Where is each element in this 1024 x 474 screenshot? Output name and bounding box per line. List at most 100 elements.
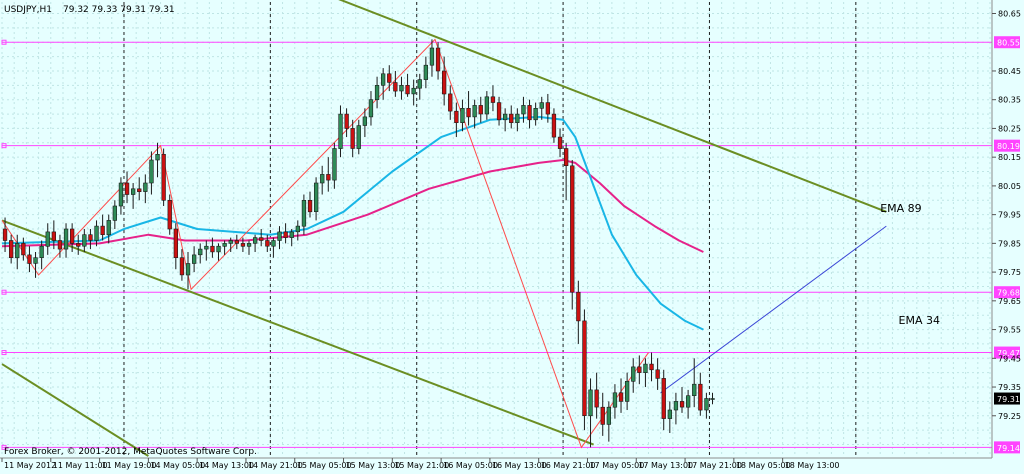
x-tick-label: 16 May 21:00 bbox=[541, 461, 596, 470]
ema-lines bbox=[1, 115, 704, 331]
candle-body bbox=[179, 257, 185, 276]
candle-body bbox=[649, 363, 654, 371]
candle-body bbox=[338, 113, 343, 149]
x-tick-label: 17 May 13:00 bbox=[638, 461, 693, 470]
candle-body bbox=[368, 99, 374, 118]
x-tick-label: 14 May 21:00 bbox=[248, 461, 303, 470]
level-price-label: 79.68 bbox=[997, 289, 1020, 298]
candle-body bbox=[82, 234, 87, 247]
candle-body bbox=[112, 205, 118, 221]
x-tick-label: 16 May 05:00 bbox=[443, 461, 498, 470]
level-price-tag bbox=[994, 346, 1020, 359]
candle-body bbox=[155, 154, 160, 161]
candle-body bbox=[423, 64, 429, 80]
x-tick-label: 16 May 13:00 bbox=[492, 461, 547, 470]
candle-body bbox=[563, 148, 569, 167]
candle-body bbox=[380, 73, 386, 86]
candle-body bbox=[301, 200, 307, 227]
candle-body bbox=[161, 154, 166, 201]
price-scale[interactable]: 80.55 80.19 79.68 79.47 79.14 80.65 80.45 80.35… bbox=[992, 9, 1021, 454]
level-price-tag bbox=[994, 139, 1020, 152]
copyright-text: Forex Broker, © 2001-2012, MetaQuotes So… bbox=[4, 447, 257, 457]
candle-body bbox=[387, 73, 392, 83]
y-tick-label: 80.35 bbox=[998, 96, 1021, 105]
candle-body bbox=[624, 380, 630, 402]
x-tick-label: 14 May 05:00 bbox=[150, 461, 205, 470]
candle-body bbox=[27, 254, 32, 264]
candle-body bbox=[192, 254, 197, 264]
candle-body bbox=[124, 182, 130, 195]
candle-body bbox=[441, 70, 447, 95]
y-tick-label: 80.45 bbox=[998, 67, 1021, 76]
candle-body bbox=[253, 237, 258, 244]
candle-body bbox=[417, 79, 422, 89]
candle-body bbox=[307, 200, 313, 213]
candle-body bbox=[350, 128, 355, 149]
channel-trendline bbox=[338, 0, 887, 213]
candle-body bbox=[374, 85, 380, 101]
current-price-label: 79.31 bbox=[997, 395, 1020, 404]
candle-body bbox=[551, 113, 557, 138]
x-tick-label: 11 May 2012 bbox=[4, 461, 56, 470]
candle-body bbox=[515, 113, 520, 123]
candle-body bbox=[259, 237, 264, 241]
candle-body bbox=[320, 174, 325, 184]
candle-body bbox=[435, 47, 441, 72]
x-tick-label: 11 May 11:00 bbox=[53, 461, 108, 470]
candle-body bbox=[106, 220, 111, 236]
level-anchor bbox=[1, 289, 7, 295]
candle-body bbox=[70, 228, 75, 244]
price-scale-bg bbox=[992, 0, 1024, 470]
ema34-line bbox=[1, 115, 704, 331]
candle-body bbox=[246, 243, 252, 247]
candle-body bbox=[204, 245, 209, 250]
candles bbox=[2, 39, 715, 448]
candle-body bbox=[228, 240, 233, 244]
candle-body bbox=[173, 228, 179, 259]
y-tick-label: 79.95 bbox=[998, 211, 1021, 220]
x-tick-label: 15 May 13:00 bbox=[346, 461, 401, 470]
level-anchor bbox=[1, 143, 7, 149]
candle-body bbox=[131, 188, 136, 195]
candle-body bbox=[478, 105, 483, 115]
candle-body bbox=[533, 108, 538, 121]
candle-body bbox=[265, 240, 270, 247]
x-tick-label: 18 May 13:00 bbox=[785, 461, 840, 470]
level-price-label: 80.19 bbox=[997, 142, 1020, 151]
candle-body bbox=[405, 85, 410, 95]
trendlines[interactable] bbox=[1, 0, 887, 457]
candle-body bbox=[63, 228, 69, 250]
candle-body bbox=[9, 240, 14, 259]
candle-body bbox=[661, 378, 666, 419]
candle-body bbox=[222, 243, 227, 247]
candle-body bbox=[76, 243, 81, 247]
candle-body bbox=[667, 409, 673, 419]
candle-body bbox=[356, 125, 361, 149]
x-tick-label: 15 May 05:00 bbox=[297, 461, 352, 470]
candle-body bbox=[631, 366, 636, 382]
channel-trendline bbox=[1, 363, 149, 457]
channel-trendline bbox=[1, 219, 594, 446]
candle-body bbox=[466, 108, 471, 118]
candle-body bbox=[332, 148, 337, 181]
candle-body bbox=[527, 105, 532, 121]
candle-body bbox=[545, 102, 551, 115]
candle-body bbox=[88, 234, 93, 241]
x-tick-label: 11 May 19:00 bbox=[102, 461, 157, 470]
level-price-tag bbox=[994, 286, 1020, 299]
candle-body bbox=[94, 225, 99, 241]
horizontal-levels[interactable] bbox=[1, 39, 992, 450]
candle-body bbox=[673, 401, 679, 411]
candle-body bbox=[496, 102, 502, 121]
candle-body bbox=[679, 401, 685, 408]
candle-body bbox=[15, 243, 20, 259]
candle-body bbox=[637, 366, 642, 373]
candle-body bbox=[57, 240, 63, 250]
candle-body bbox=[454, 110, 459, 123]
candle-body bbox=[429, 47, 435, 66]
candle-body bbox=[655, 369, 660, 379]
